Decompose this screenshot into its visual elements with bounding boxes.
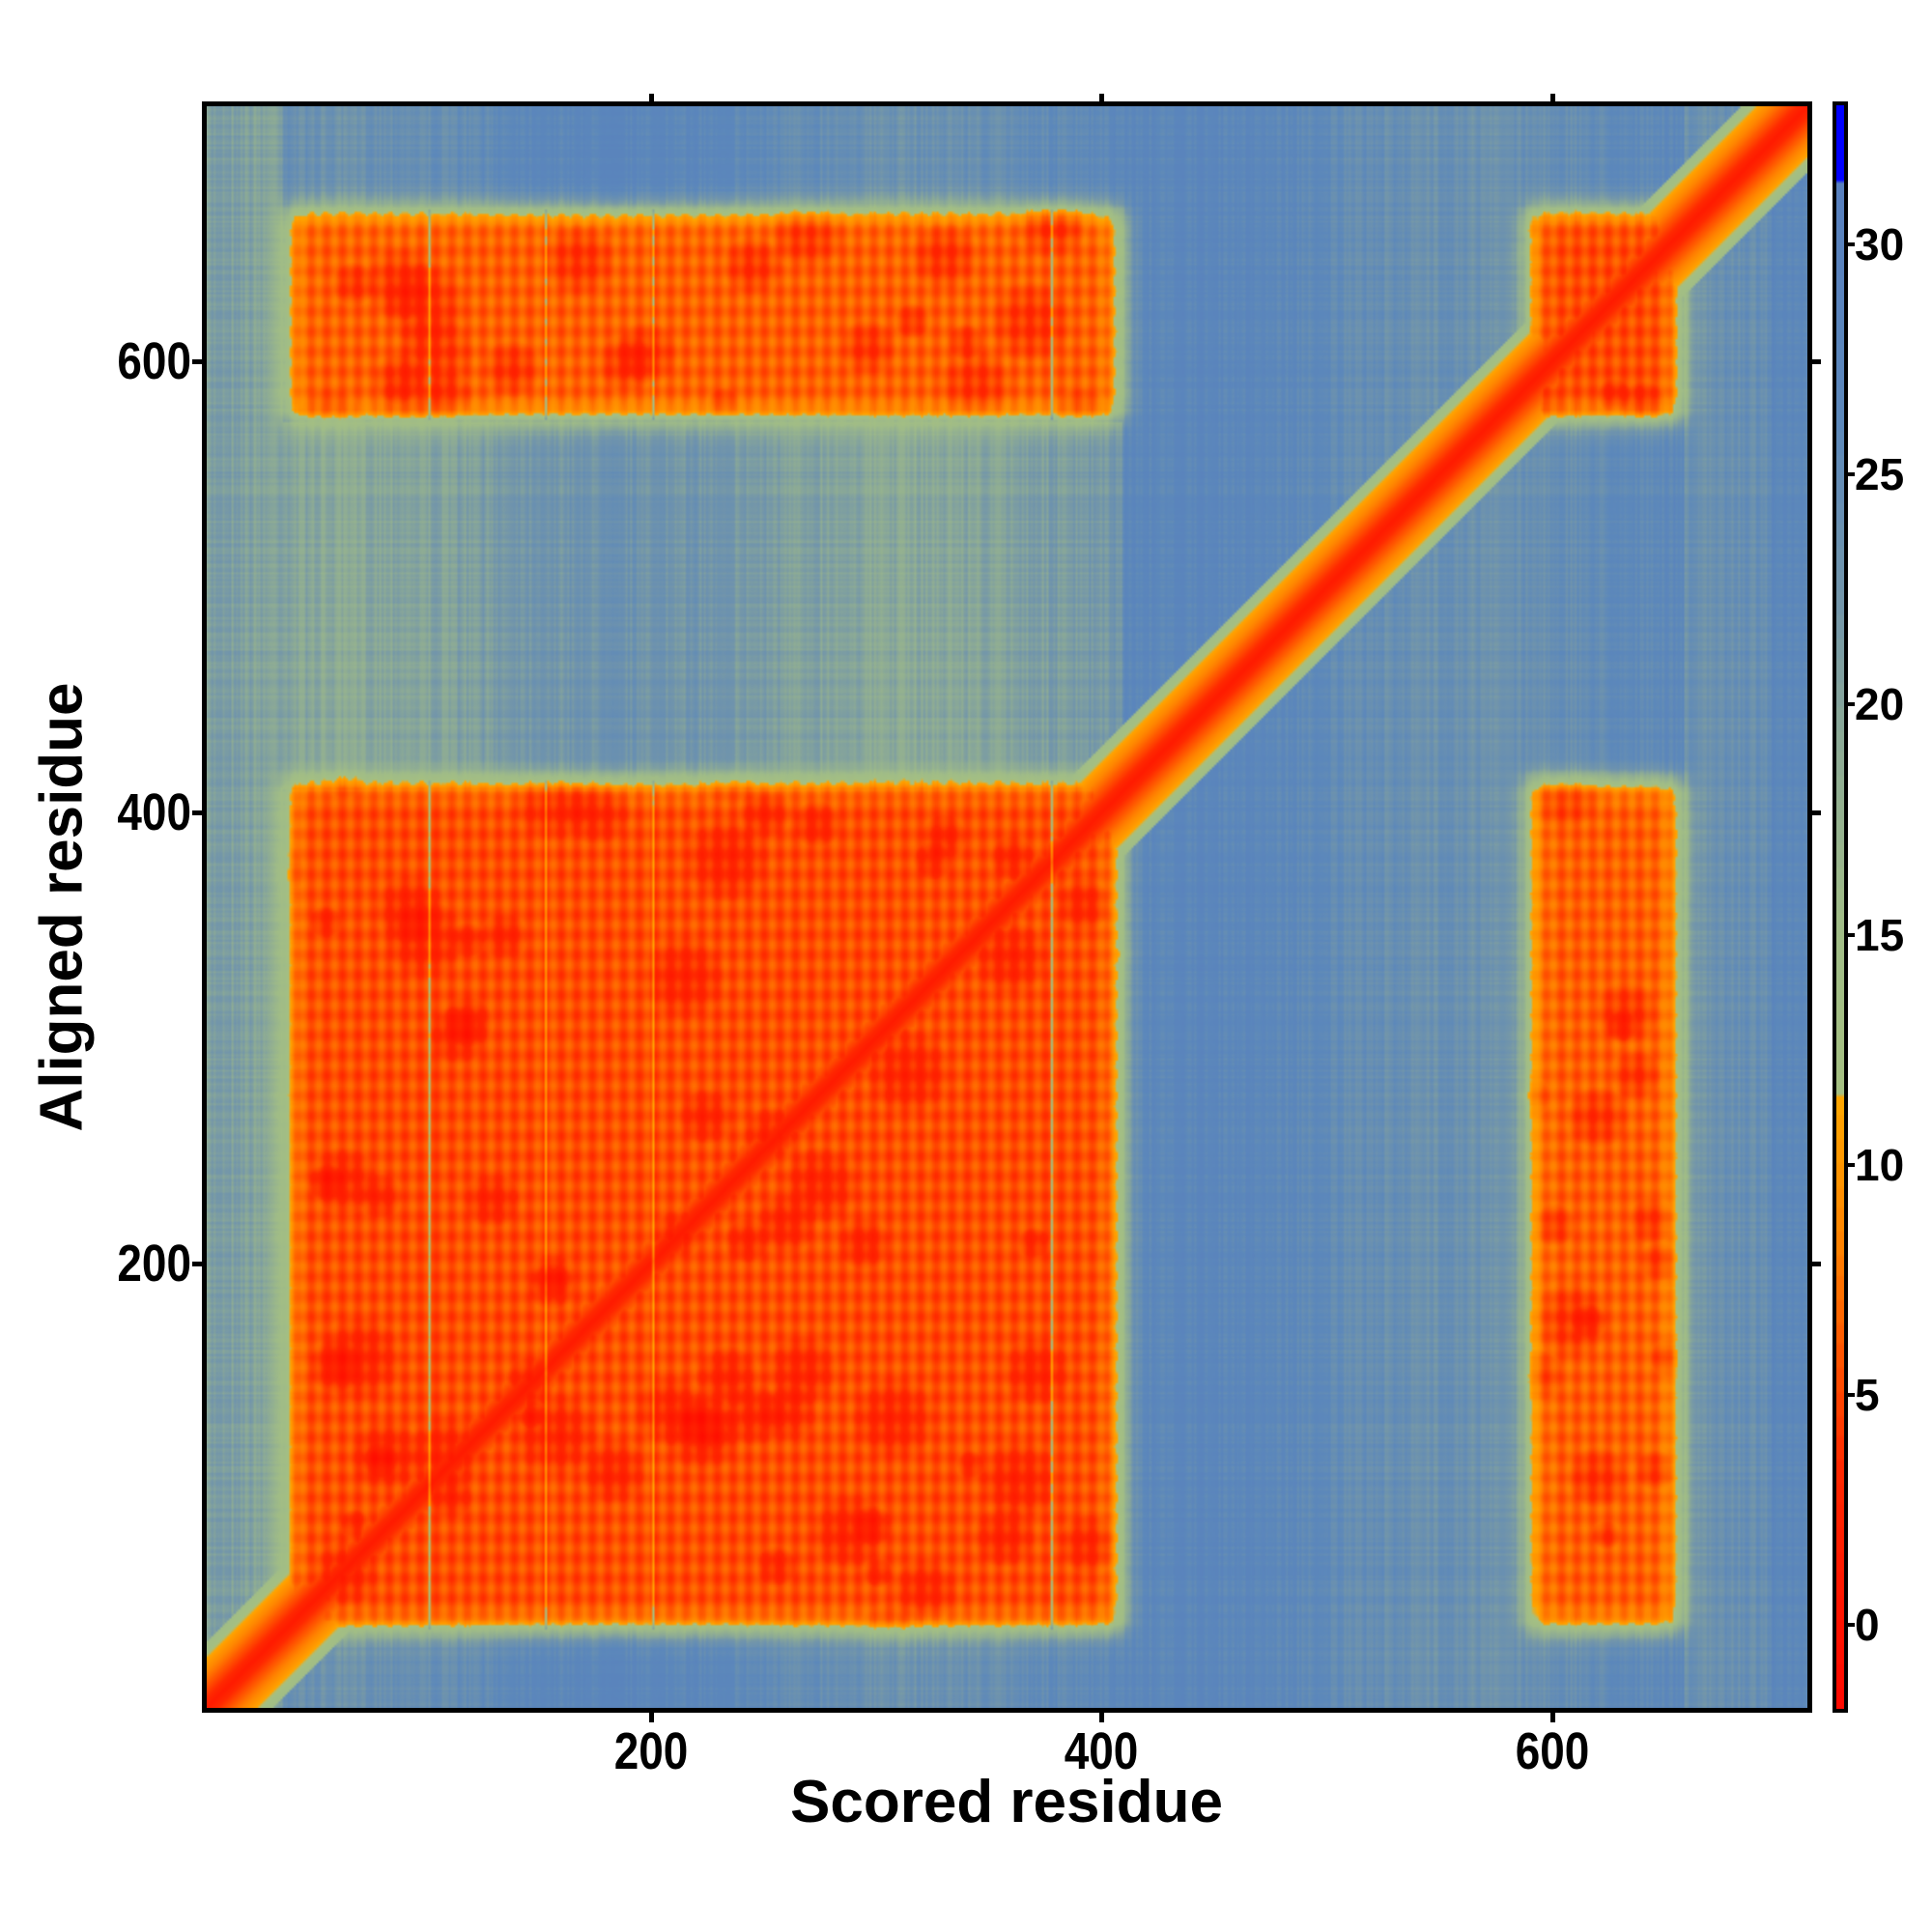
colorbar-tick-mark	[1848, 1623, 1855, 1628]
y-tick-label: 600	[117, 332, 191, 391]
colorbar-tick-label: 20	[1855, 679, 1905, 730]
y-axis-label: Aligned residue	[28, 682, 96, 1132]
colorbar-tick-mark	[1848, 932, 1855, 937]
y-tick-mark-right	[1812, 1261, 1821, 1266]
y-tick-mark-left	[192, 1261, 202, 1266]
x-tick-mark-bottom	[649, 1713, 655, 1722]
colorbar-tick-label: 0	[1855, 1600, 1880, 1651]
colorbar-tick-label: 5	[1855, 1370, 1880, 1421]
colorbar-tick-mark	[1848, 1162, 1855, 1167]
colorbar-tick-label: 25	[1855, 449, 1905, 500]
x-tick-mark-top	[1099, 94, 1105, 101]
x-tick-label: 400	[1065, 1722, 1139, 1780]
colorbar-tick-mark	[1848, 472, 1855, 477]
colorbar-tick-mark	[1848, 1393, 1855, 1398]
colorbar-tick-mark	[1848, 702, 1855, 707]
x-tick-label: 200	[613, 1722, 689, 1780]
colorbar-tick-label: 30	[1855, 218, 1905, 270]
heatmap-cells	[207, 106, 1807, 1708]
y-tick-label: 400	[117, 783, 191, 842]
y-tick-mark-left	[192, 810, 202, 816]
colorbar-tick-label: 10	[1855, 1139, 1905, 1190]
colorbar-gradient	[1836, 105, 1844, 1709]
x-tick-mark-bottom	[1549, 1713, 1555, 1722]
colorbar-tick-mark	[1848, 242, 1855, 246]
x-tick-mark-top	[1549, 94, 1555, 101]
x-axis-label: Scored residue	[790, 1769, 1223, 1835]
y-tick-label: 200	[117, 1234, 191, 1293]
x-tick-mark-top	[649, 94, 655, 101]
y-tick-mark-right	[1812, 810, 1821, 816]
heatmap-plot-area	[202, 101, 1812, 1713]
colorbar-tick-label: 15	[1855, 909, 1905, 960]
y-tick-mark-right	[1812, 359, 1821, 365]
x-tick-label: 600	[1515, 1722, 1589, 1780]
colorbar	[1833, 101, 1848, 1713]
x-tick-mark-bottom	[1099, 1713, 1105, 1722]
y-tick-mark-left	[192, 359, 202, 365]
